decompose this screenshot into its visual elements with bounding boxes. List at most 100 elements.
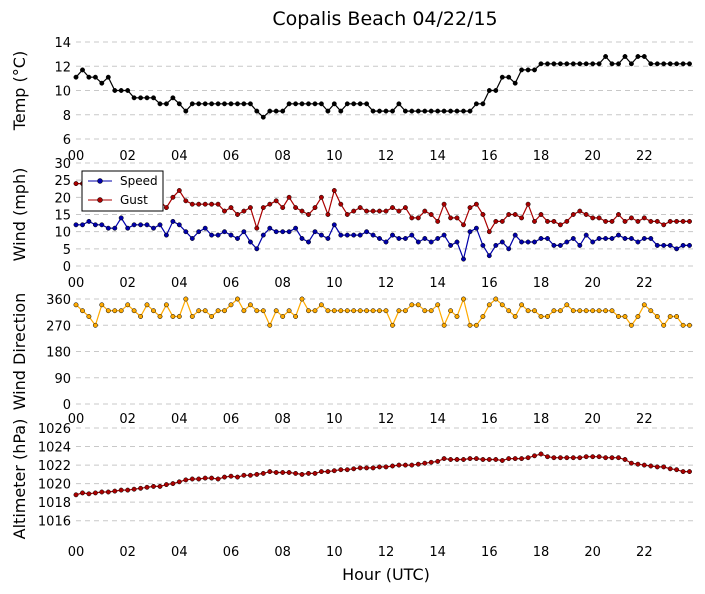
y-ticks: 1016 1018 1020 1022 1024 1026 bbox=[38, 422, 71, 530]
data-point bbox=[131, 308, 137, 314]
data-point bbox=[661, 242, 667, 248]
data-point bbox=[176, 222, 182, 228]
data-point bbox=[461, 457, 466, 462]
data-point bbox=[506, 212, 512, 217]
data-point bbox=[628, 215, 634, 221]
data-point bbox=[92, 222, 98, 228]
x-tick-label: 06 bbox=[223, 545, 240, 560]
data-point bbox=[396, 462, 402, 468]
data-point bbox=[260, 308, 266, 314]
data-point bbox=[409, 462, 415, 468]
data-point bbox=[170, 314, 176, 319]
data-point bbox=[422, 460, 428, 466]
data-point bbox=[196, 476, 202, 482]
data-point bbox=[105, 308, 111, 314]
data-point bbox=[280, 108, 286, 114]
chart-title: Copalis Beach 04/22/15 bbox=[272, 8, 497, 30]
data-point bbox=[105, 225, 111, 231]
data-point bbox=[364, 308, 370, 314]
x-tick-label: 16 bbox=[481, 412, 498, 427]
data-point bbox=[493, 218, 499, 224]
data-point bbox=[486, 302, 492, 308]
data-point bbox=[525, 455, 531, 461]
data-point bbox=[209, 101, 215, 107]
x-tick-label: 08 bbox=[274, 276, 291, 291]
data-point bbox=[557, 222, 563, 228]
data-point bbox=[299, 296, 305, 302]
data-point bbox=[448, 215, 454, 221]
y-tick-label: 15 bbox=[54, 209, 71, 224]
series-layer bbox=[73, 296, 692, 328]
data-point bbox=[532, 308, 537, 314]
data-point bbox=[325, 212, 331, 217]
x-tick-label: 04 bbox=[171, 545, 188, 560]
data-point bbox=[680, 61, 686, 67]
data-point bbox=[312, 229, 318, 235]
data-point bbox=[654, 61, 660, 67]
data-point bbox=[260, 114, 266, 120]
data-point bbox=[674, 467, 680, 473]
data-point bbox=[209, 475, 215, 481]
data-point bbox=[454, 108, 460, 114]
data-point bbox=[583, 454, 589, 460]
data-point bbox=[467, 456, 473, 462]
data-point bbox=[390, 205, 395, 211]
data-point bbox=[486, 457, 492, 462]
data-point bbox=[331, 468, 337, 474]
x-tick-label: 18 bbox=[533, 149, 550, 164]
data-point bbox=[674, 246, 680, 252]
data-point bbox=[183, 198, 189, 204]
data-point bbox=[687, 322, 692, 328]
data-point bbox=[131, 222, 137, 228]
data-point bbox=[306, 239, 311, 245]
data-point bbox=[448, 308, 454, 314]
x-tick-label: 06 bbox=[223, 276, 240, 291]
data-point bbox=[228, 205, 234, 211]
data-point bbox=[80, 490, 85, 496]
data-point bbox=[325, 108, 331, 114]
data-point bbox=[202, 308, 208, 314]
x-tick-label: 10 bbox=[326, 412, 343, 427]
data-point bbox=[151, 95, 156, 101]
data-point bbox=[377, 464, 382, 470]
data-point bbox=[590, 454, 596, 460]
data-point bbox=[144, 95, 150, 101]
y-axis-label: Wind Direction bbox=[10, 293, 29, 411]
data-point bbox=[383, 239, 389, 245]
data-point bbox=[512, 456, 518, 462]
data-point bbox=[144, 302, 150, 308]
data-point bbox=[454, 314, 460, 319]
data-point bbox=[318, 469, 324, 475]
data-point bbox=[247, 205, 253, 211]
x-tick-label: 00 bbox=[68, 276, 85, 291]
data-point bbox=[583, 308, 589, 314]
data-point bbox=[493, 457, 499, 462]
data-point bbox=[247, 302, 253, 308]
y-tick-label: 180 bbox=[46, 346, 71, 361]
data-point bbox=[235, 212, 240, 217]
data-point bbox=[538, 61, 544, 67]
data-point bbox=[473, 201, 479, 207]
data-point bbox=[86, 491, 92, 497]
series-layer bbox=[73, 54, 692, 120]
data-point bbox=[86, 74, 92, 80]
data-point bbox=[254, 108, 260, 114]
data-point bbox=[331, 188, 337, 193]
data-point bbox=[448, 457, 454, 462]
data-point bbox=[622, 54, 628, 59]
data-point bbox=[73, 74, 79, 80]
data-point bbox=[377, 208, 382, 214]
data-point bbox=[570, 212, 576, 217]
data-point bbox=[590, 239, 596, 245]
data-point bbox=[293, 314, 299, 319]
data-point bbox=[402, 205, 408, 211]
data-point bbox=[189, 314, 195, 319]
data-point bbox=[260, 205, 266, 211]
data-point bbox=[454, 457, 460, 462]
data-point bbox=[641, 215, 647, 221]
data-point bbox=[118, 487, 124, 493]
data-point bbox=[176, 101, 182, 107]
data-point bbox=[73, 222, 79, 228]
data-point bbox=[99, 222, 105, 228]
